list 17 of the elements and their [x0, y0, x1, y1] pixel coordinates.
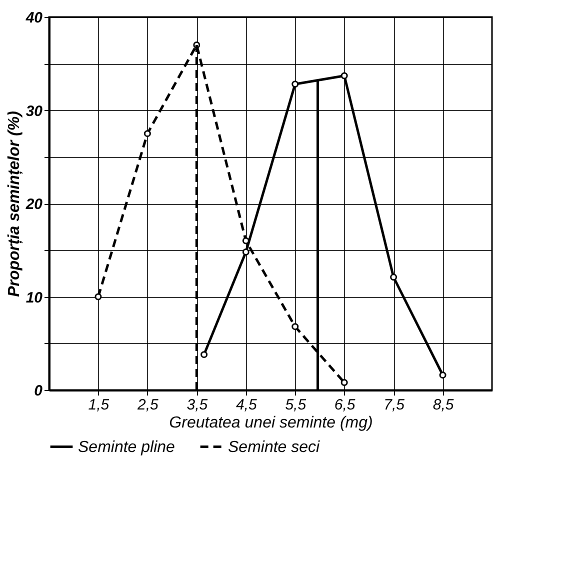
- y-tick-label: 10: [26, 289, 44, 306]
- y-tick-label: 30: [26, 102, 44, 120]
- y-tick-label: 0: [34, 382, 44, 400]
- x-tick-label: 5,5: [285, 396, 307, 414]
- y-tick-label: 40: [24, 10, 44, 26]
- legend-label: Seminte pline: [78, 438, 176, 456]
- x-tick-label: 6,5: [334, 396, 356, 414]
- x-tick-label: 7,5: [384, 396, 406, 414]
- y-tick-label: 20: [24, 196, 44, 213]
- x-tick-label: 1,5: [88, 396, 110, 414]
- x-tick-label: 2,5: [136, 396, 160, 414]
- x-tick-label: 4,5: [236, 396, 258, 414]
- x-axis-title: Greutatea unei seminte (mg): [169, 414, 373, 432]
- x-tick-label: 8,5: [432, 396, 454, 414]
- x-tick-label: 3,5: [186, 396, 208, 414]
- y-axis-title: Proporția semințelor (%): [6, 111, 23, 297]
- legend-label: Seminte seci: [228, 438, 320, 456]
